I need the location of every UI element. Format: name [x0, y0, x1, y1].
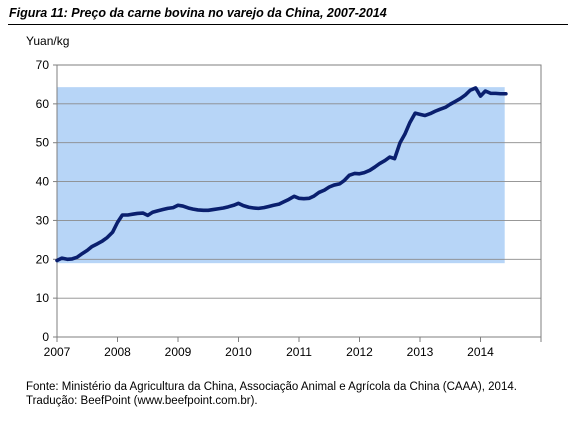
shaded-band-layer	[57, 87, 505, 264]
source-line-1: Fonte: Ministério da Agricultura da Chin…	[26, 381, 517, 393]
y-tick-label-60: 60	[36, 97, 50, 111]
title-rule	[8, 24, 568, 25]
shaded-band	[57, 87, 505, 264]
y-tick-label-0: 0	[42, 330, 49, 344]
series-layer	[55, 86, 508, 263]
x-tick-label-2012: 2012	[346, 345, 373, 359]
figure-title: Figura 11: Preço da carne bovina no vare…	[9, 6, 387, 20]
y-tick-label-10: 10	[36, 291, 50, 305]
y-tick-label-40: 40	[36, 175, 50, 189]
x-tick-label-2014: 2014	[467, 345, 494, 359]
y-tick-label-30: 30	[36, 213, 50, 227]
series-line-0	[55, 86, 508, 263]
source-line-2: Tradução: BeefPoint (www.beefpoint.com.b…	[26, 395, 258, 407]
y-axis-label: Yuan/kg	[26, 34, 69, 48]
source-note: Fonte: Ministério da Agricultura da Chin…	[26, 380, 517, 408]
axes-layer: 0 10 20 30 40 50 60 70 2007 2008 2009 2010 2011 2012 2…	[36, 58, 542, 359]
y-tick-label-70: 70	[36, 58, 50, 72]
x-tick-label-2013: 2013	[407, 345, 434, 359]
x-tick-label-2008: 2008	[104, 345, 131, 359]
x-tick-label-2010: 2010	[225, 345, 252, 359]
x-tick-label-2007: 2007	[44, 345, 71, 359]
x-tick-label-2011: 2011	[286, 345, 312, 359]
y-tick-label-20: 20	[36, 252, 50, 266]
x-tick-label-2009: 2009	[165, 345, 192, 359]
y-tick-label-50: 50	[36, 136, 50, 150]
